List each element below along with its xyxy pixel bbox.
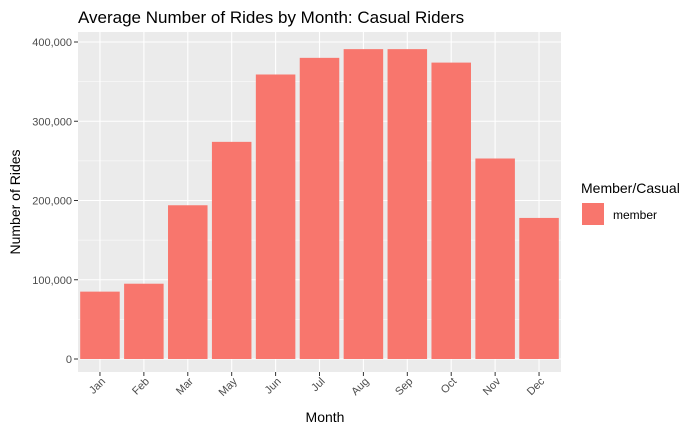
x-tick-label-dec: Dec xyxy=(525,375,548,398)
legend-key-member xyxy=(582,203,604,225)
y-tick-label: 200,000 xyxy=(32,196,72,208)
x-tick-label-sep: Sep xyxy=(393,376,415,398)
legend-title: Member/Casual xyxy=(581,180,680,196)
x-tick-label-oct: Oct xyxy=(439,376,460,397)
y-axis: 0 100,000 200,000 300,000 400,000 xyxy=(32,37,78,366)
bar-mar xyxy=(168,205,208,359)
x-tick-label-jan: Jan xyxy=(87,376,108,397)
legend-label-member: member xyxy=(613,208,657,222)
x-tick-label-jul: Jul xyxy=(309,376,327,394)
x-axis-title: Month xyxy=(306,409,345,425)
bar-aug xyxy=(343,49,384,359)
x-tick-label-aug: Aug xyxy=(349,376,371,398)
x-tick-label-jun: Jun xyxy=(263,376,284,397)
bar-jan xyxy=(80,291,120,359)
y-tick-label: 0 xyxy=(66,354,72,366)
bar-jul xyxy=(299,57,340,359)
bar-nov xyxy=(475,158,515,359)
bar-sep xyxy=(387,49,428,359)
x-tick-label-mar: Mar xyxy=(174,375,196,397)
bars xyxy=(80,49,559,360)
x-tick-label-may: May xyxy=(217,375,241,399)
bar-may xyxy=(211,141,252,359)
bar-feb xyxy=(124,283,164,359)
y-axis-title: Number of Rides xyxy=(7,149,23,254)
y-tick-label: 400,000 xyxy=(32,37,72,49)
bar-jun xyxy=(255,74,296,360)
y-tick-label: 300,000 xyxy=(32,116,72,128)
x-axis: Jan Feb Mar May Jun Jul Aug Sep Oct Nov Dec xyxy=(87,372,548,399)
bar-dec xyxy=(519,217,559,359)
y-tick-label: 100,000 xyxy=(32,275,72,287)
chart-title: Average Number of Rides by Month: Casual… xyxy=(78,8,464,27)
x-tick-label-feb: Feb xyxy=(130,376,152,398)
legend: Member/Casual member xyxy=(581,180,680,225)
bar-oct xyxy=(431,62,471,359)
x-tick-label-nov: Nov xyxy=(481,375,504,398)
